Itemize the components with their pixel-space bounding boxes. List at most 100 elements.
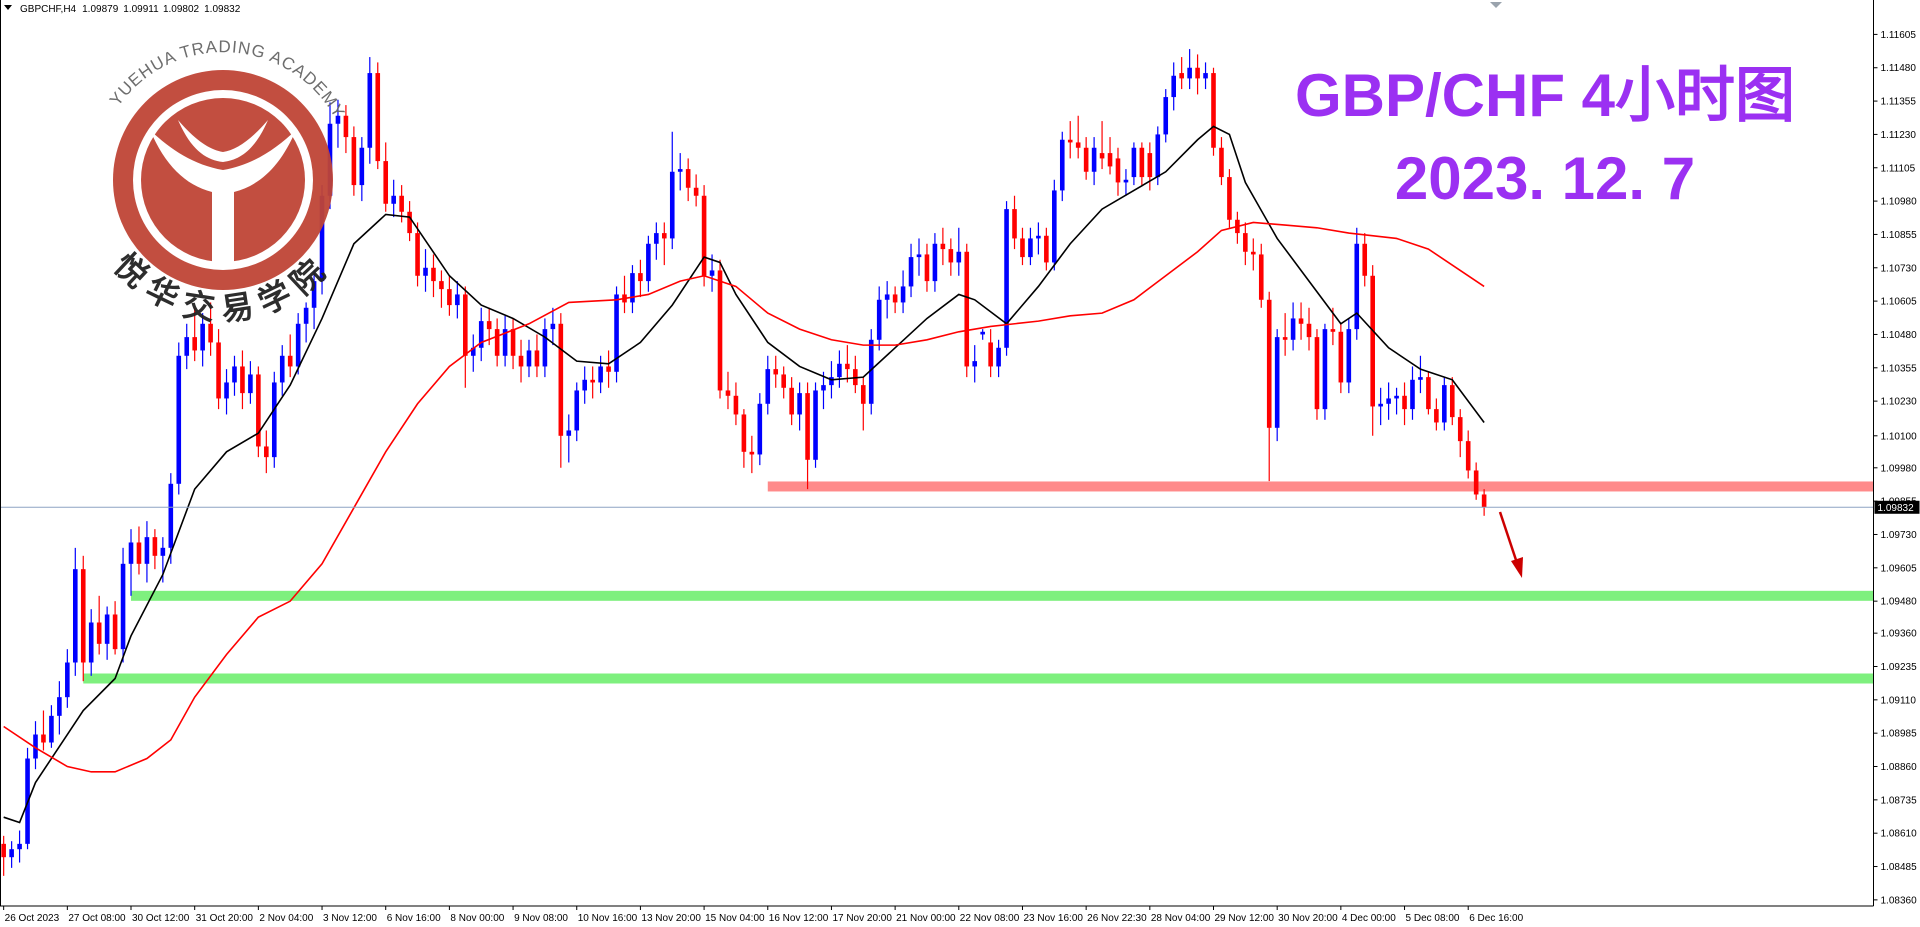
candle-body: [311, 281, 317, 308]
candle-body: [216, 342, 221, 399]
y-tick-label: 1.09730: [1881, 530, 1918, 541]
candle-body: [1067, 139, 1073, 143]
candle-body: [1155, 134, 1161, 178]
candle-body: [271, 382, 277, 458]
candle-body: [1243, 233, 1248, 252]
moving-average: [3, 125, 1485, 824]
candle-body: [1354, 243, 1360, 330]
menu-icon: [4, 5, 12, 10]
candle-body: [72, 569, 78, 663]
candle-body: [160, 547, 166, 556]
candle-body: [932, 243, 938, 282]
candle-body: [1481, 494, 1487, 508]
candle-body: [57, 697, 62, 716]
candle-body: [295, 323, 301, 367]
candle-body: [1442, 385, 1447, 423]
candle-body: [757, 403, 763, 455]
y-tick-label: 1.09110: [1881, 695, 1917, 706]
candle-body: [256, 374, 261, 447]
x-tick-label: 3 Nov 12:00: [323, 913, 377, 924]
y-tick-label: 1.08860: [1881, 762, 1918, 773]
candle-body: [120, 563, 126, 650]
y-tick-label: 1.10605: [1881, 297, 1918, 308]
candle-body: [351, 137, 357, 186]
candle-body: [391, 195, 396, 204]
candle-body: [359, 147, 365, 186]
candle-body: [1020, 238, 1025, 258]
candle-body: [1091, 147, 1097, 172]
candle-body: [128, 542, 134, 564]
candle-body: [17, 843, 22, 850]
level-zone: [83, 673, 1874, 684]
candle-body: [1163, 97, 1169, 135]
x-tick-label: 28 Nov 04:00: [1151, 913, 1211, 924]
candle-body: [685, 169, 691, 188]
candle-body: [614, 294, 619, 372]
candle-body: [1426, 377, 1431, 410]
plot-area: [0, 49, 1874, 876]
x-tick-label: 30 Oct 12:00: [132, 913, 190, 924]
candle-body: [892, 294, 898, 303]
candle-body: [1330, 329, 1336, 332]
y-tick-label: 1.11230: [1881, 130, 1917, 141]
candle-body: [988, 342, 993, 367]
candle-body: [940, 243, 946, 250]
candle-body: [709, 270, 715, 276]
candle-body: [33, 734, 38, 759]
candle-body: [829, 377, 834, 386]
x-tick-label: 30 Nov 20:00: [1278, 913, 1338, 924]
x-tick-label: 26 Oct 2023: [5, 913, 60, 924]
symbol-header: GBPCHF,H4 1.09879 1.09911 1.09802 1.09832: [20, 4, 241, 15]
candle-body: [1473, 470, 1479, 495]
candle-body: [319, 195, 325, 282]
scroll-marker: [1490, 2, 1502, 8]
x-tick-label: 2 Nov 04:00: [259, 913, 313, 924]
candle-body: [136, 542, 142, 564]
forecast-arrow: [1498, 511, 1523, 578]
x-tick-label: 6 Nov 16:00: [387, 913, 441, 924]
candle-body: [1418, 377, 1423, 380]
candle-body: [303, 307, 309, 324]
candle-body: [1004, 209, 1009, 348]
candle-body: [1195, 67, 1200, 79]
candle-body: [654, 233, 659, 244]
moving-average: [3, 221, 1485, 773]
candle-body: [765, 369, 771, 404]
candle-body: [1139, 147, 1145, 178]
candle-body: [375, 73, 381, 162]
y-tick-label: 1.10730: [1881, 263, 1918, 274]
candle-body: [733, 395, 739, 415]
candle-body: [1115, 158, 1121, 183]
candle-body: [908, 257, 914, 287]
x-tick-label: 4 Dec 00:00: [1342, 913, 1396, 924]
x-tick-label: 17 Nov 20:00: [832, 913, 892, 924]
candle-body: [661, 233, 667, 239]
y-tick-label: 1.10100: [1881, 431, 1918, 442]
candle-body: [1394, 395, 1399, 399]
y-tick-label: 1.11480: [1881, 63, 1917, 74]
candle-body: [144, 537, 150, 564]
candle-body: [478, 321, 484, 348]
candle-body: [526, 350, 532, 367]
candle-body: [176, 355, 182, 484]
candle-body: [1028, 238, 1033, 258]
y-tick-label: 1.08985: [1881, 729, 1918, 740]
y-tick-label: 1.08610: [1881, 829, 1918, 840]
y-tick-label: 1.08735: [1881, 795, 1918, 806]
candle-body: [431, 267, 436, 282]
candle-body: [1457, 417, 1463, 442]
candle-body: [884, 294, 890, 300]
candle-body: [749, 451, 755, 455]
candle-body: [367, 73, 373, 148]
candle-body: [399, 195, 404, 212]
candle-body: [1402, 395, 1407, 410]
candle-body: [797, 393, 802, 415]
candle-body: [598, 366, 603, 383]
x-tick-label: 29 Nov 12:00: [1215, 913, 1275, 924]
candle-body: [168, 483, 174, 548]
candle-body: [232, 366, 237, 383]
logo-leaf: [178, 120, 268, 162]
x-tick-label: 16 Nov 12:00: [769, 913, 829, 924]
candle-body: [1250, 251, 1256, 255]
